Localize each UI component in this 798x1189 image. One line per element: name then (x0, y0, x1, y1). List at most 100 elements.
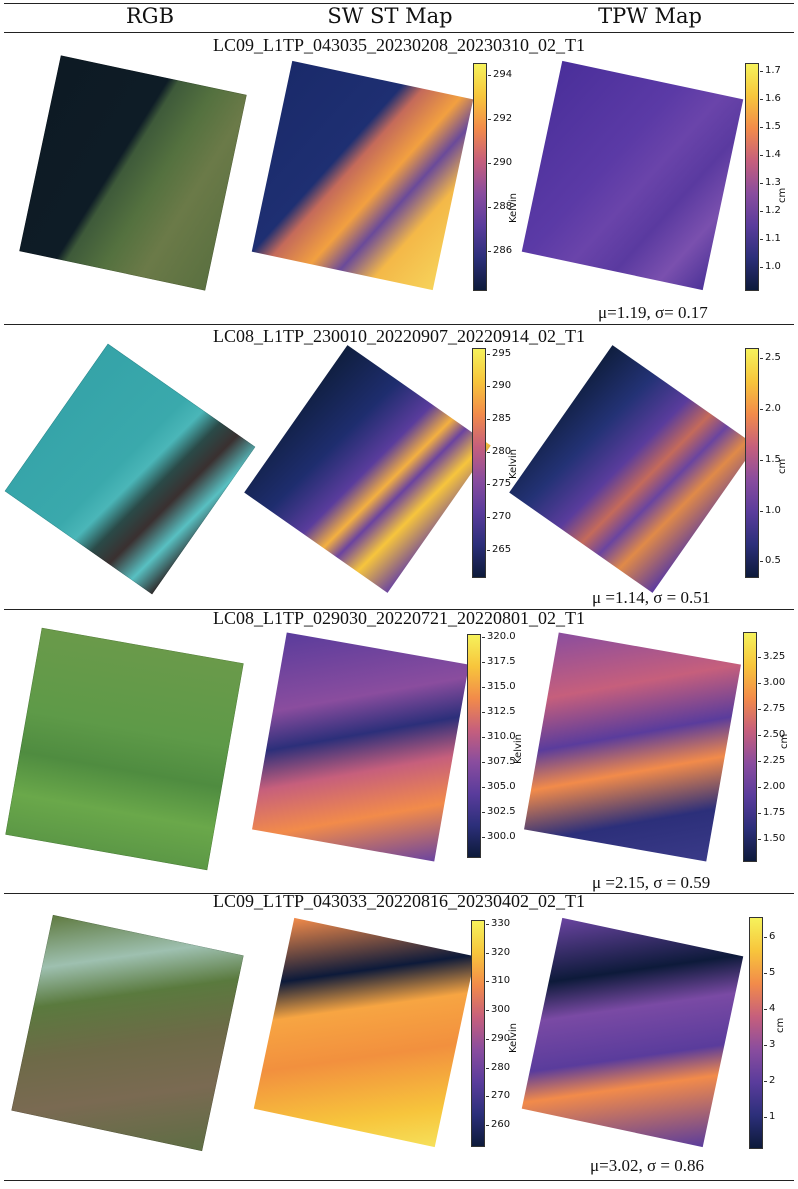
tick-label: 3.00 (757, 677, 786, 688)
sw-st-unit-label: Kelvin (508, 448, 519, 479)
tick-label: 3 (763, 1039, 776, 1050)
tick-label: 320 (485, 947, 511, 958)
header-rule (4, 32, 794, 33)
scene-id-title: LC08_L1TP_230010_20220907_20220914_02_T1 (213, 326, 585, 346)
tick-label: 6 (763, 931, 776, 942)
scene-id-title: LC09_L1TP_043033_20220816_20230402_02_T1 (213, 891, 585, 911)
tick-label: 270 (486, 511, 512, 522)
tick-label: 2.00 (757, 781, 786, 792)
column-header-tpw-map: TPW Map (598, 4, 702, 28)
rgb-image (4, 343, 256, 595)
sw-st-map-image (244, 345, 491, 593)
row-3: LC08_L1TP_029030_20220721_20220801_02_T1… (0, 608, 798, 894)
tick-label: 2.0 (760, 403, 781, 414)
tick-label: 4 (763, 1003, 776, 1014)
tick-label: 1.6 (760, 93, 781, 104)
tick-label: 5 (763, 967, 776, 978)
tick-label: 2.50 (757, 729, 786, 740)
sw-st-colorbar-ticks: 330 320 310 300 290 280 270 260 (485, 918, 521, 1145)
tick-label: 260 (485, 1119, 511, 1130)
rgb-image (19, 55, 247, 291)
tick-label: 275 (486, 478, 512, 489)
tick-label: 290 (487, 157, 513, 168)
tpw-colorbar (749, 917, 763, 1149)
tpw-map-image (524, 632, 741, 862)
tick-label: 1.7 (760, 65, 781, 76)
row-divider (4, 324, 794, 325)
tick-label: 280 (486, 446, 512, 457)
tpw-colorbar (743, 632, 757, 862)
column-header-sw-st-map: SW ST Map (327, 4, 453, 28)
sw-st-unit-label: Kelvin (513, 733, 524, 764)
sw-st-colorbar-ticks: 320.0 317.5 315.0 312.5 310.0 307.5 305.… (482, 631, 521, 856)
scene-id-title: LC08_L1TP_029030_20220721_20220801_02_T1 (213, 608, 585, 628)
tick-label: 300 (485, 1004, 511, 1015)
tick-label: 1.50 (757, 833, 786, 844)
tick-label: 292 (487, 113, 513, 124)
tick-label: 1 (763, 1111, 776, 1122)
tpw-statistics: μ =1.14, σ = 0.51 (592, 588, 711, 607)
tick-label: 285 (486, 413, 512, 424)
sw-st-unit-label: Kelvin (508, 1022, 519, 1053)
sw-st-map-image (253, 917, 476, 1148)
tick-label: 310 (485, 975, 511, 986)
row-2: LC08_L1TP_230010_20220907_20220914_02_T1… (0, 324, 798, 609)
tick-label: 270 (485, 1090, 511, 1101)
row-divider (4, 893, 794, 894)
tick-label: 1.1 (760, 233, 781, 244)
tick-label: 1.5 (760, 121, 781, 132)
row-1: LC09_L1TP_043035_20230208_20230310_02_T1… (0, 33, 798, 325)
tpw-colorbar (745, 348, 759, 578)
tick-label: 2.25 (757, 755, 786, 766)
tpw-colorbar-ticks: 3.25 3.00 2.75 2.50 2.25 2.00 1.75 1.50 (757, 632, 793, 860)
tick-label: 317.5 (482, 656, 516, 667)
tick-label: 310.0 (482, 731, 516, 742)
tick-label: 288 (487, 201, 513, 212)
tpw-colorbar (745, 63, 759, 291)
tick-label: 1.0 (760, 261, 781, 272)
rgb-image (11, 914, 244, 1152)
tpw-statistics: μ=3.02, σ = 0.86 (590, 1156, 704, 1175)
tick-label: 1.75 (757, 807, 786, 818)
sw-st-colorbar (473, 63, 487, 291)
bottom-rule (4, 1180, 794, 1181)
tpw-colorbar-ticks: 2.5 2.0 1.5 1.0 0.5 (760, 348, 791, 576)
tpw-statistics: μ=1.19, σ= 0.17 (598, 303, 708, 322)
tpw-colorbar-ticks: 6 5 4 3 2 1 (763, 917, 789, 1147)
tick-label: 3.25 (757, 651, 786, 662)
row-4: LC09_L1TP_043033_20220816_20230402_02_T1… (0, 891, 798, 1183)
tick-label: 1.4 (760, 149, 781, 160)
tick-label: 307.5 (482, 756, 516, 767)
tpw-unit-label: cm (777, 187, 788, 203)
tick-label: 295 (486, 348, 512, 359)
tick-label: 320.0 (482, 631, 516, 642)
tpw-unit-label: cm (777, 458, 788, 474)
sw-st-colorbar (472, 348, 486, 578)
tpw-map-image (521, 60, 744, 291)
tick-label: 312.5 (482, 706, 516, 717)
tick-label: 294 (487, 69, 513, 80)
rgb-image (5, 627, 244, 871)
tick-label: 1.2 (760, 205, 781, 216)
sw-st-colorbar (471, 920, 485, 1147)
tick-label: 1.0 (760, 505, 781, 516)
tick-label: 305.0 (482, 781, 516, 792)
tpw-map-image (521, 917, 744, 1148)
tick-label: 302.5 (482, 806, 516, 817)
top-rule (4, 3, 794, 4)
tick-label: 290 (485, 1033, 511, 1044)
tpw-unit-label: cm (779, 733, 790, 749)
sw-st-unit-label: Kelvin (508, 192, 519, 223)
tpw-unit-label: cm (775, 1017, 786, 1033)
sw-st-colorbar-ticks: 295 290 285 280 275 270 265 (486, 348, 522, 576)
column-header-rgb: RGB (125, 4, 175, 28)
tick-label: 2.75 (757, 703, 786, 714)
tick-label: 280 (485, 1062, 511, 1073)
tick-label: 330 (485, 918, 511, 929)
row-divider (4, 609, 794, 610)
tpw-colorbar-ticks: 1.7 1.6 1.5 1.4 1.3 1.2 1.1 1.0 (760, 63, 791, 289)
tpw-map-image (509, 345, 756, 593)
sw-st-map-image (251, 60, 474, 291)
tick-label: 0.5 (760, 555, 781, 566)
sw-st-colorbar-ticks: 294 292 290 288 286 (487, 63, 523, 289)
